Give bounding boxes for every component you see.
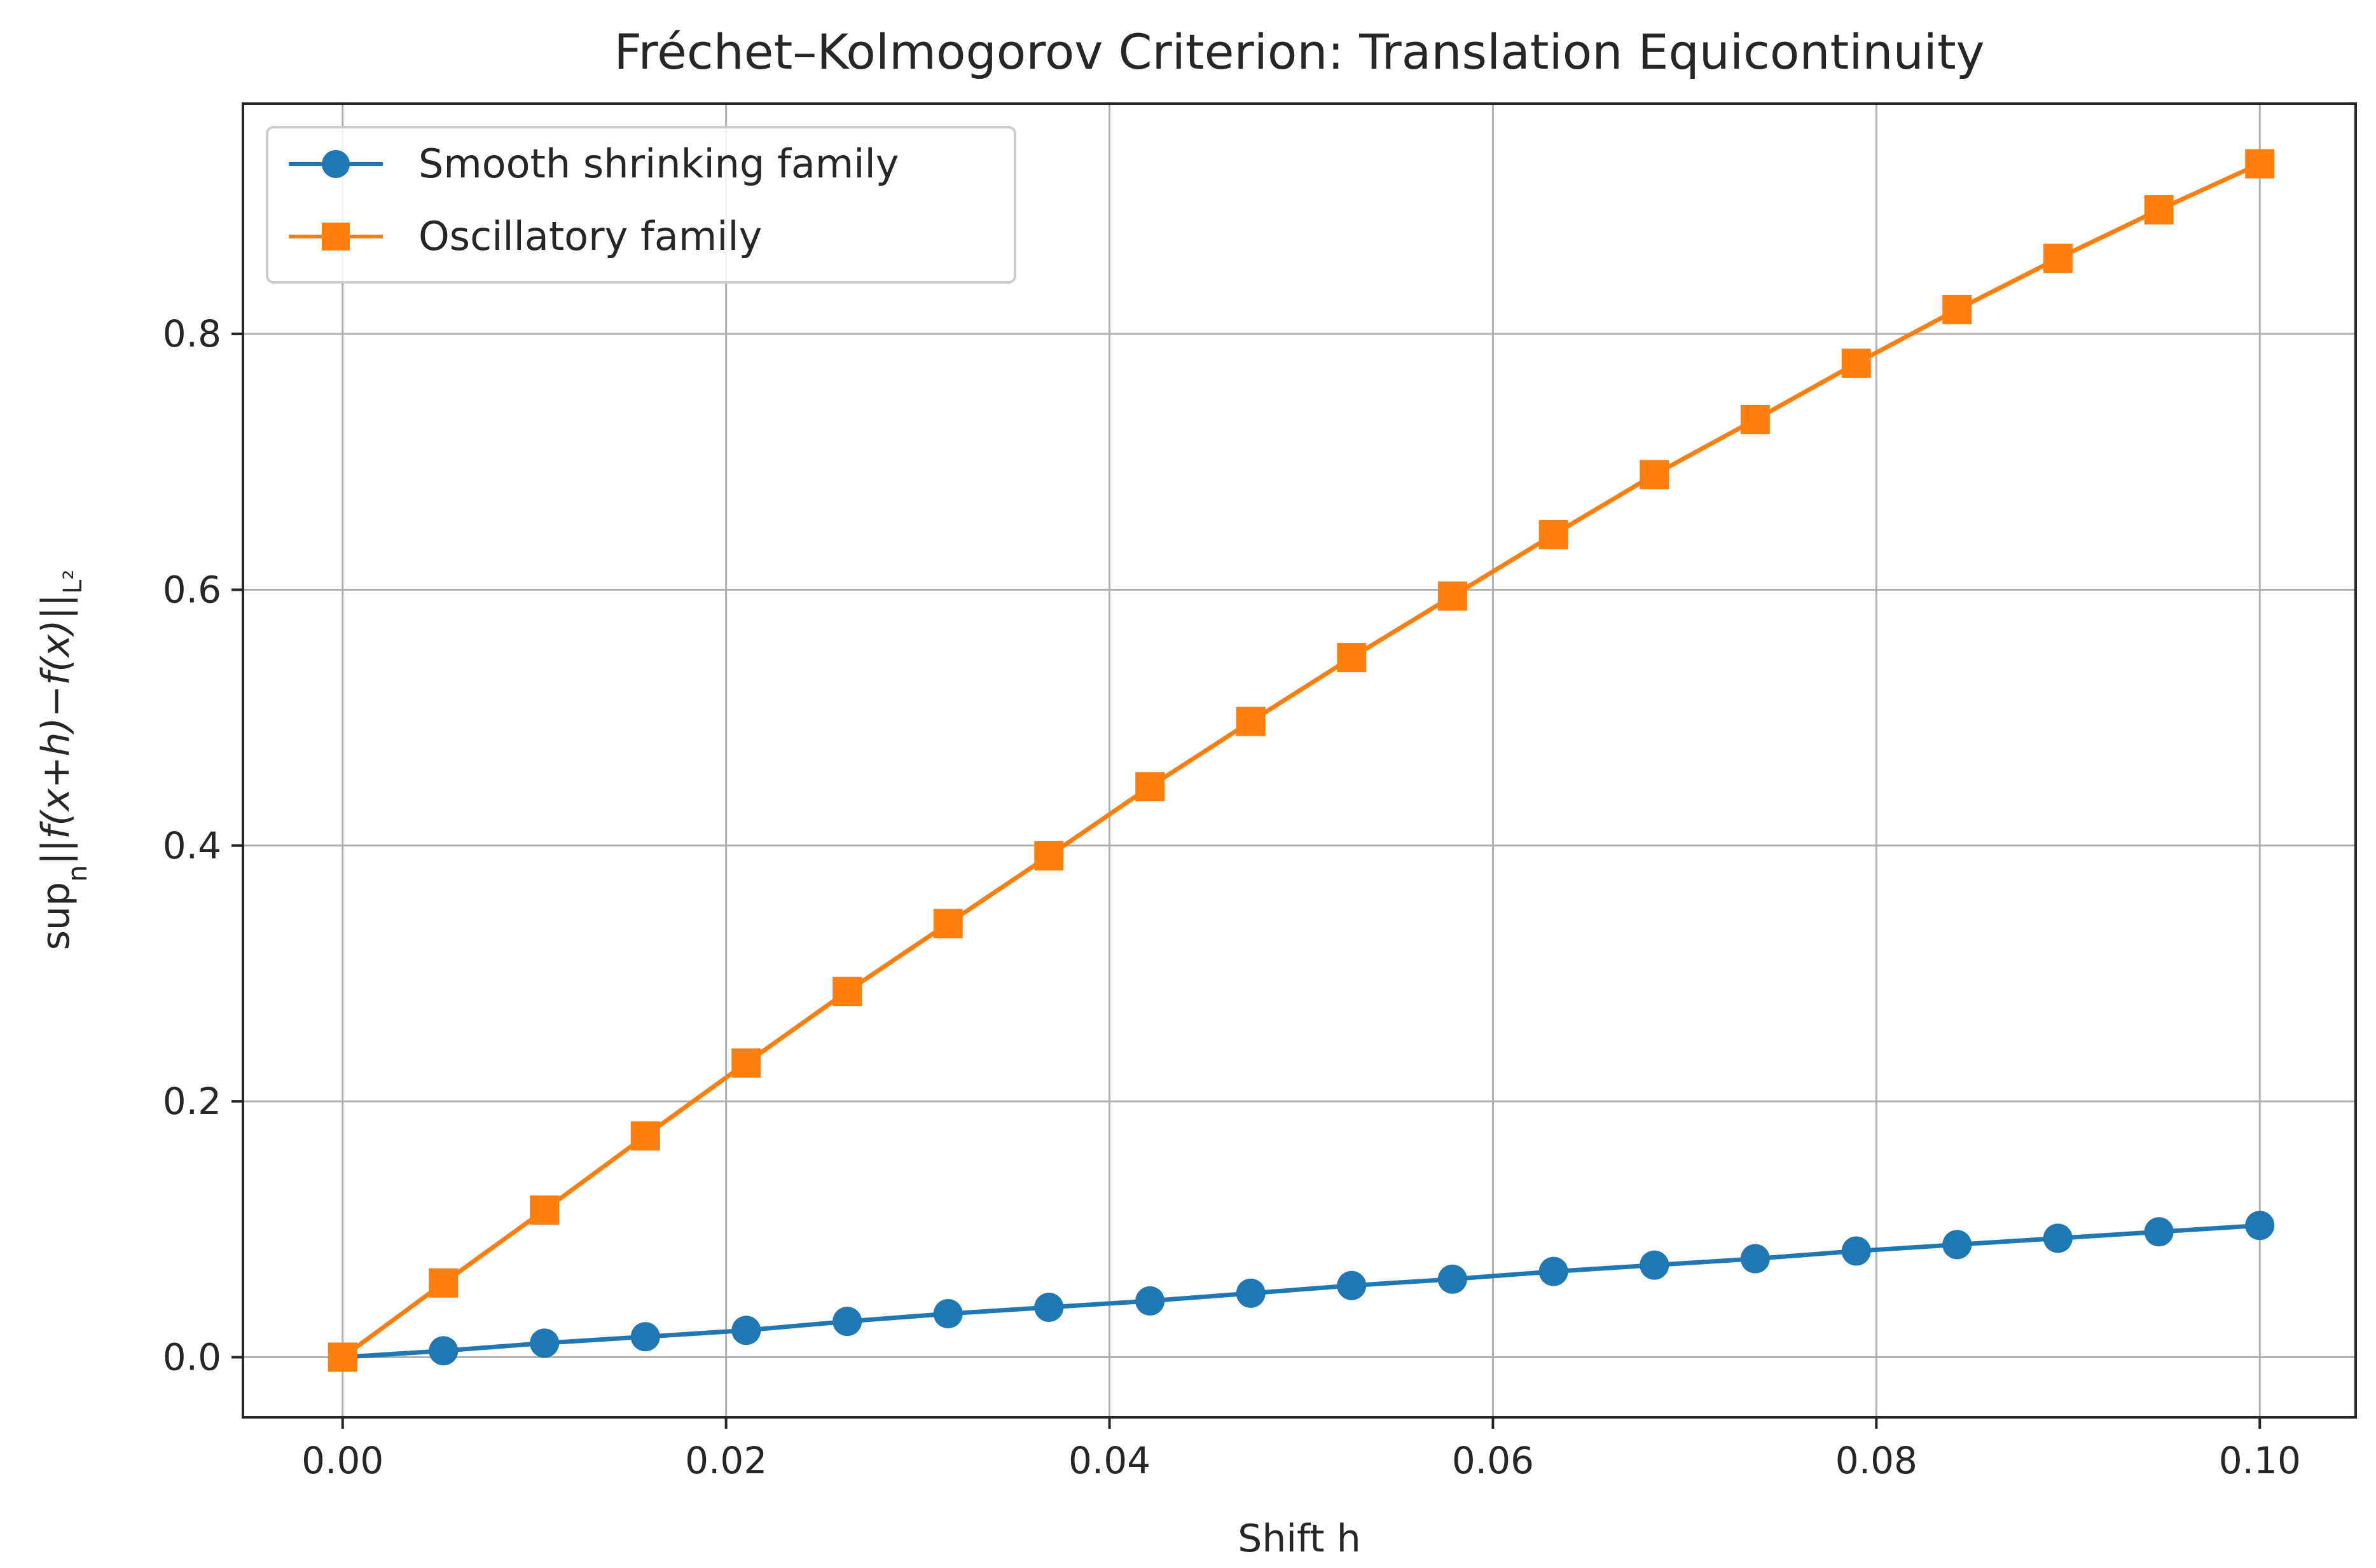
data-point-smooth xyxy=(1841,1236,1871,1266)
data-point-smooth xyxy=(2144,1217,2174,1247)
data-point-oscillatory xyxy=(1337,643,1367,673)
series-line-smooth xyxy=(342,1223,2260,1359)
data-point-oscillatory xyxy=(832,977,862,1007)
series-layer xyxy=(328,149,2275,1372)
legend-frame xyxy=(266,126,1016,284)
series-line-oscillatory xyxy=(341,162,2261,1359)
data-point-oscillatory xyxy=(1437,581,1467,611)
data-point-oscillatory xyxy=(2043,244,2073,273)
data-point-smooth xyxy=(832,1307,862,1337)
data-point-oscillatory xyxy=(1034,841,1064,870)
data-point-smooth xyxy=(1135,1286,1165,1316)
data-point-oscillatory xyxy=(1538,519,1568,549)
data-point-smooth xyxy=(1640,1250,1669,1280)
data-point-smooth xyxy=(731,1316,761,1345)
x-tick-label: 0.02 xyxy=(685,1439,767,1482)
data-point-smooth xyxy=(1740,1244,1770,1274)
x-tick-label: 0.00 xyxy=(301,1439,383,1482)
data-point-oscillatory xyxy=(933,909,963,939)
data-point-smooth xyxy=(1437,1264,1467,1294)
data-point-smooth xyxy=(1538,1256,1568,1286)
grid-lines xyxy=(243,104,2356,1417)
y-tick-label: 0.0 xyxy=(163,1335,221,1379)
y-tick-label: 0.2 xyxy=(163,1080,221,1123)
legend-swatch-marker-smooth xyxy=(322,150,350,178)
data-point-smooth xyxy=(933,1299,963,1329)
data-point-smooth xyxy=(2245,1211,2275,1241)
data-point-oscillatory xyxy=(1942,294,1972,324)
data-point-oscillatory xyxy=(328,1342,357,1372)
y-axis-label-body: ||f(x+h)−f(x)|| xyxy=(34,594,78,865)
data-point-smooth xyxy=(530,1328,560,1358)
data-point-oscillatory xyxy=(1135,772,1165,802)
data-point-oscillatory xyxy=(1236,706,1266,736)
data-point-smooth xyxy=(1034,1292,1064,1322)
data-point-oscillatory xyxy=(2144,195,2174,224)
data-point-oscillatory xyxy=(1740,404,1770,434)
y-tick-label: 0.4 xyxy=(163,824,221,867)
x-tick-label: 0.08 xyxy=(1835,1439,1917,1482)
data-point-smooth xyxy=(1942,1230,1972,1260)
plot-area-background xyxy=(243,104,2356,1417)
y-tick-label: 0.8 xyxy=(163,312,221,355)
x-tick-label: 0.06 xyxy=(1452,1439,1534,1482)
data-point-smooth xyxy=(429,1336,459,1366)
y-axis-label: supn||f(x+h)−f(x)||L² xyxy=(34,570,93,951)
data-point-oscillatory xyxy=(731,1048,761,1078)
y-axis-label-sup: sup xyxy=(34,882,78,950)
data-point-oscillatory xyxy=(630,1121,660,1151)
y-axis-label-norm-subscript: L² xyxy=(59,570,88,594)
legend: Smooth shrinking family Oscillatory fami… xyxy=(266,126,1016,284)
plot-frame xyxy=(242,102,2357,1419)
series-oscillatory xyxy=(328,149,2275,1372)
x-tick-label: 0.04 xyxy=(1068,1439,1150,1482)
x-axis-label: Shift h xyxy=(1238,1516,1360,1561)
axis-ticks: 0.00 0.02 0.04 0.06 0.08 0.10 0.0 0.2 0.4 0.6 0.8 xyxy=(163,312,2301,1482)
data-point-oscillatory xyxy=(1841,348,1871,378)
data-point-smooth xyxy=(1337,1270,1367,1300)
data-point-oscillatory xyxy=(530,1195,560,1225)
data-point-smooth xyxy=(630,1322,660,1352)
data-point-smooth xyxy=(2043,1223,2073,1253)
x-tick-label: 0.10 xyxy=(2219,1439,2301,1482)
legend-swatch-marker-oscillatory xyxy=(322,223,350,251)
data-point-smooth xyxy=(1236,1278,1266,1308)
legend-label-smooth: Smooth shrinking family xyxy=(418,141,899,187)
legend-label-oscillatory: Oscillatory family xyxy=(418,213,762,259)
y-tick-label: 0.6 xyxy=(163,568,221,611)
data-point-oscillatory xyxy=(429,1268,459,1298)
y-axis-label-sup-subscript: n xyxy=(62,865,93,882)
chart-title: Fréchet–Kolmogorov Criterion: Translatio… xyxy=(614,24,1984,80)
data-point-oscillatory xyxy=(1640,460,1669,490)
series-smooth xyxy=(328,1211,2275,1372)
data-point-oscillatory xyxy=(2245,149,2275,179)
